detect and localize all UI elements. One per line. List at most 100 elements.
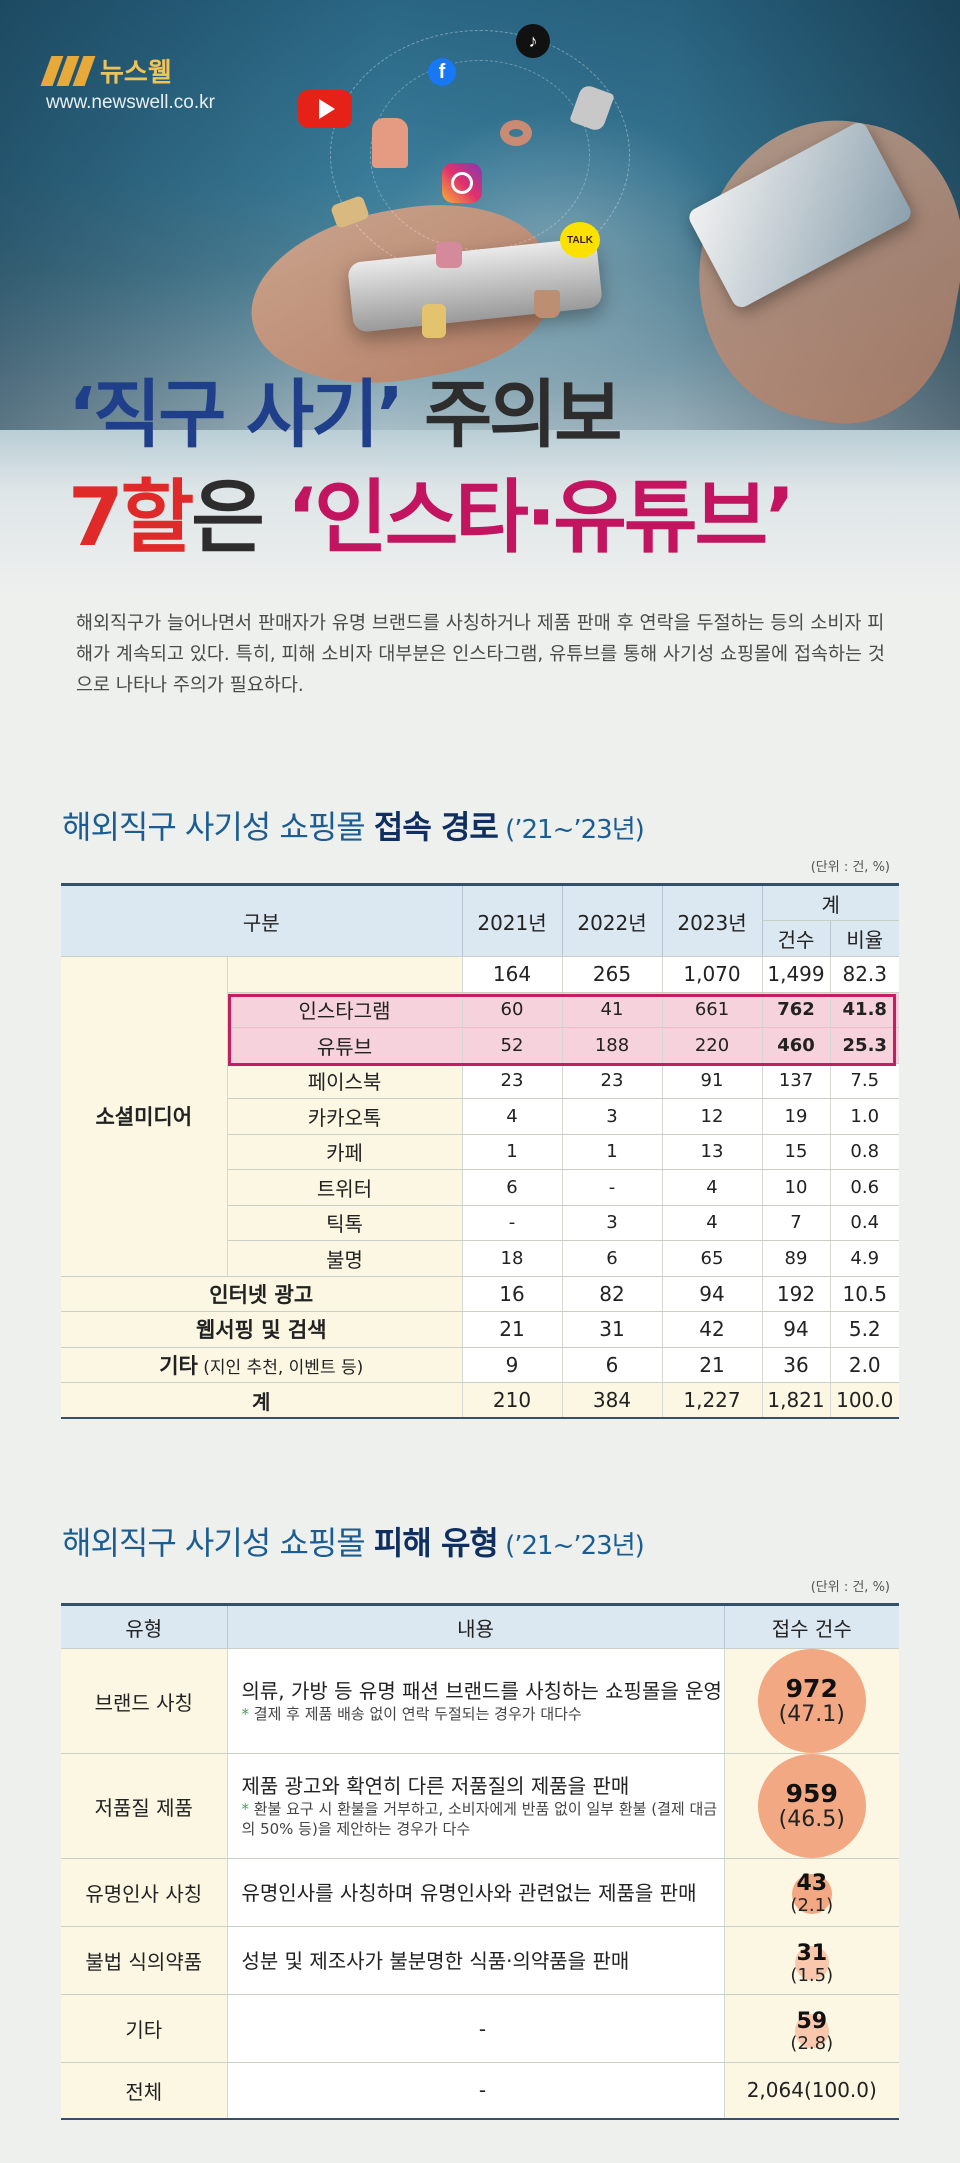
cell: 188: [562, 1027, 663, 1064]
cell: 4: [662, 1169, 763, 1206]
row-note: * 환불 요구 시 환불을 거부하고, 소비자에게 반품 없이 일부 환불 (결…: [241, 1800, 718, 1838]
gift-box-icon: [436, 242, 462, 268]
table-total-row: 전체 - 2,064(100.0): [61, 2062, 899, 2120]
cell: 0.8: [830, 1134, 899, 1170]
cell: 82.3: [830, 956, 899, 993]
header-2023: 2023년: [662, 883, 763, 957]
headline-line-1: ‘직구 사기’ 주의보: [68, 378, 622, 452]
count-bubble: 59 (2.8): [790, 2008, 834, 2054]
row-count: 59 (2.8): [724, 1994, 899, 2063]
cell: 18: [462, 1240, 563, 1277]
row-type: 유명인사 사칭: [61, 1858, 228, 1927]
headline-line-2: 7할은 ‘인스타·유튜브’: [68, 478, 795, 558]
count-bubble: 31 (1.5): [790, 1940, 834, 1986]
row-content: 의류, 가방 등 유명 패션 브랜드를 사칭하는 쇼핑몰을 운영 * 결제 후 …: [227, 1648, 725, 1754]
cell: 1,499: [762, 956, 831, 993]
table-total-row: 계 210 384 1,227 1,821 100.0: [61, 1382, 899, 1419]
dress-icon: [372, 118, 408, 168]
table-row: 틱톡 - 3 4 7 0.4: [61, 1205, 899, 1241]
table1-unit: (단위 : 건, %): [810, 860, 890, 875]
table2-title: 해외직구 사기성 쇼핑몰 피해 유형 (’21~’23년): [62, 1524, 645, 1562]
row-content: -: [227, 1994, 725, 2063]
cell: 2.0: [830, 1347, 899, 1383]
cell: 9: [462, 1347, 563, 1383]
table-row: 트위터 6 - 4 10 0.6: [61, 1169, 899, 1206]
row-count: 31 (1.5): [724, 1926, 899, 1995]
row-count: 43 (2.1): [724, 1858, 899, 1927]
row-content: 제품 광고와 확연히 다른 저품질의 제품을 판매 * 환불 요구 시 환불을 …: [227, 1753, 725, 1859]
table-row: 기타 - 59 (2.8): [61, 1994, 899, 2063]
header-total: 계: [762, 883, 899, 921]
row-label: 틱톡: [227, 1205, 463, 1241]
cell: 3: [562, 1205, 663, 1241]
cell: 6: [562, 1347, 663, 1383]
cell: 12: [662, 1098, 763, 1135]
row-count: 2,064(100.0): [724, 2062, 899, 2120]
row-label: 인스타그램: [227, 992, 463, 1028]
row-label: 웹서핑 및 검색: [61, 1311, 463, 1348]
table-row: 불명 18 6 65 89 4.9: [61, 1240, 899, 1277]
cell: 94: [662, 1276, 763, 1312]
headline-text: 주의보: [401, 372, 622, 458]
cell: 60: [462, 992, 563, 1028]
cell: 384: [562, 1382, 663, 1419]
row-label: 카카오톡: [227, 1098, 463, 1135]
header-type: 유형: [61, 1603, 228, 1649]
header-2022: 2022년: [562, 883, 663, 957]
cell: 23: [462, 1063, 563, 1099]
cell: 25.3: [830, 1027, 899, 1064]
header-content: 내용: [227, 1603, 725, 1649]
cell: 21: [662, 1347, 763, 1383]
count-bubble: 972 (47.1): [757, 1649, 866, 1753]
row-note: * 결제 후 제품 배송 없이 연락 두절되는 경우가 대다수: [241, 1705, 582, 1723]
headline-text: 은: [191, 471, 287, 564]
cell: 41: [562, 992, 663, 1028]
kakaotalk-icon: TALK: [560, 222, 600, 258]
row-content: 유명인사를 사칭하며 유명인사와 관련없는 제품을 판매: [227, 1858, 725, 1927]
cell: 1,070: [662, 956, 763, 993]
cell: 89: [762, 1240, 831, 1277]
row-content: -: [227, 2062, 725, 2120]
cell: 52: [462, 1027, 563, 1064]
table-row: 카카오톡 4 3 12 19 1.0: [61, 1098, 899, 1135]
table-row: 웹서핑 및 검색 21 31 42 94 5.2: [61, 1311, 899, 1348]
cell: 23: [562, 1063, 663, 1099]
table-row: 저품질 제품 제품 광고와 확연히 다른 저품질의 제품을 판매 * 환불 요구…: [61, 1753, 899, 1859]
donut-icon: [500, 120, 532, 146]
row-type: 불법 식의약품: [61, 1926, 228, 1995]
brand-logo: 뉴스웰: [40, 52, 172, 89]
header-count: 건수: [762, 920, 831, 957]
access-route-table: 구분 2021년 2022년 2023년 계 건수 비율 소셜미디어 164 2…: [61, 883, 899, 1419]
table-row: 브랜드 사칭 의류, 가방 등 유명 패션 브랜드를 사칭하는 쇼핑몰을 운영 …: [61, 1648, 899, 1754]
row-content: 성분 및 제조사가 불분명한 식품·의약품을 판매: [227, 1926, 725, 1995]
headline-keyword: ‘직구 사기’: [68, 372, 404, 458]
facebook-icon: f: [428, 58, 456, 86]
cell: 82: [562, 1276, 663, 1312]
tiktok-icon: ♪: [516, 24, 550, 58]
cell: 0.4: [830, 1205, 899, 1241]
damage-type-table: 유형 내용 접수 건수 브랜드 사칭 의류, 가방 등 유명 패션 브랜드를 사…: [61, 1603, 899, 2120]
brand-logo-mark-icon: [40, 55, 96, 86]
row-label: 인터넷 광고: [61, 1276, 463, 1312]
cell: 36: [762, 1347, 831, 1383]
cell: 661: [662, 992, 763, 1028]
cell: 460: [762, 1027, 831, 1064]
brand-name: 뉴스웰: [100, 58, 172, 88]
cell: 6: [562, 1240, 663, 1277]
shopping-bag-icon: [422, 304, 446, 338]
table-row: 유명인사 사칭 유명인사를 사칭하며 유명인사와 관련없는 제품을 판매 43 …: [61, 1858, 899, 1927]
table-row: 기타 (지인 추천, 이벤트 등) 9 6 21 36 2.0: [61, 1347, 899, 1383]
table-row: 소셜미디어 164 265 1,070 1,499 82.3: [61, 956, 899, 1277]
brand-url: www.newswell.co.kr: [46, 92, 215, 113]
table-row: 불법 식의약품 성분 및 제조사가 불분명한 식품·의약품을 판매 31 (1.…: [61, 1926, 899, 1995]
cell: 10: [762, 1169, 831, 1206]
cell: 210: [462, 1382, 563, 1419]
cell: 94: [762, 1311, 831, 1348]
row-label: 카페: [227, 1134, 463, 1170]
coffee-cup-icon: [534, 290, 560, 318]
table-row: 인터넷 광고 16 82 94 192 10.5: [61, 1276, 899, 1312]
hero-banner: f ♪ TALK 뉴스웰 www.newswell.co.kr ‘직구 사기’ …: [0, 0, 960, 600]
table2-unit: (단위 : 건, %): [810, 1580, 890, 1595]
cell: 41.8: [830, 992, 899, 1028]
row-label: 유튜브: [227, 1027, 463, 1064]
